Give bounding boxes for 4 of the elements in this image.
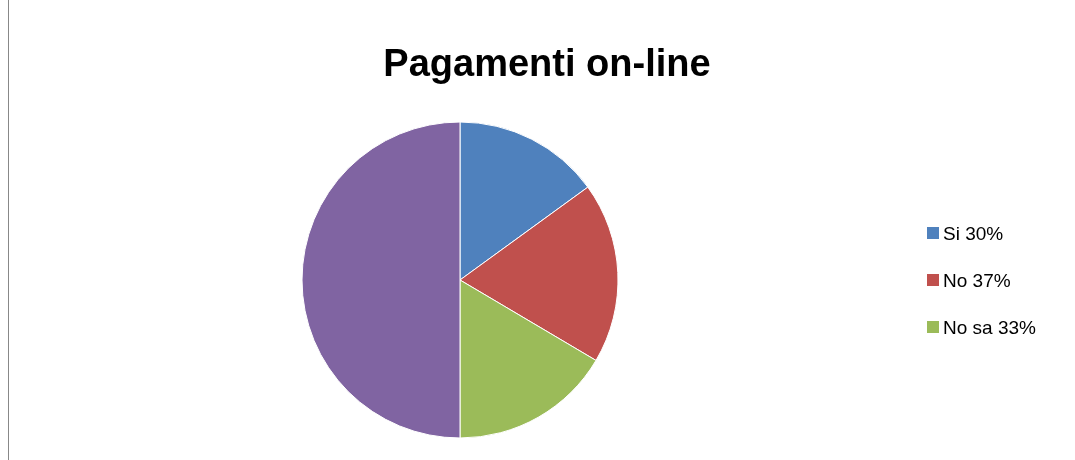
legend-label: Si 30% bbox=[943, 223, 1004, 244]
chart-title: Pagamenti on-line bbox=[383, 42, 711, 84]
legend-label: No 37% bbox=[943, 270, 1011, 291]
legend-label: No sa 33% bbox=[943, 317, 1037, 338]
